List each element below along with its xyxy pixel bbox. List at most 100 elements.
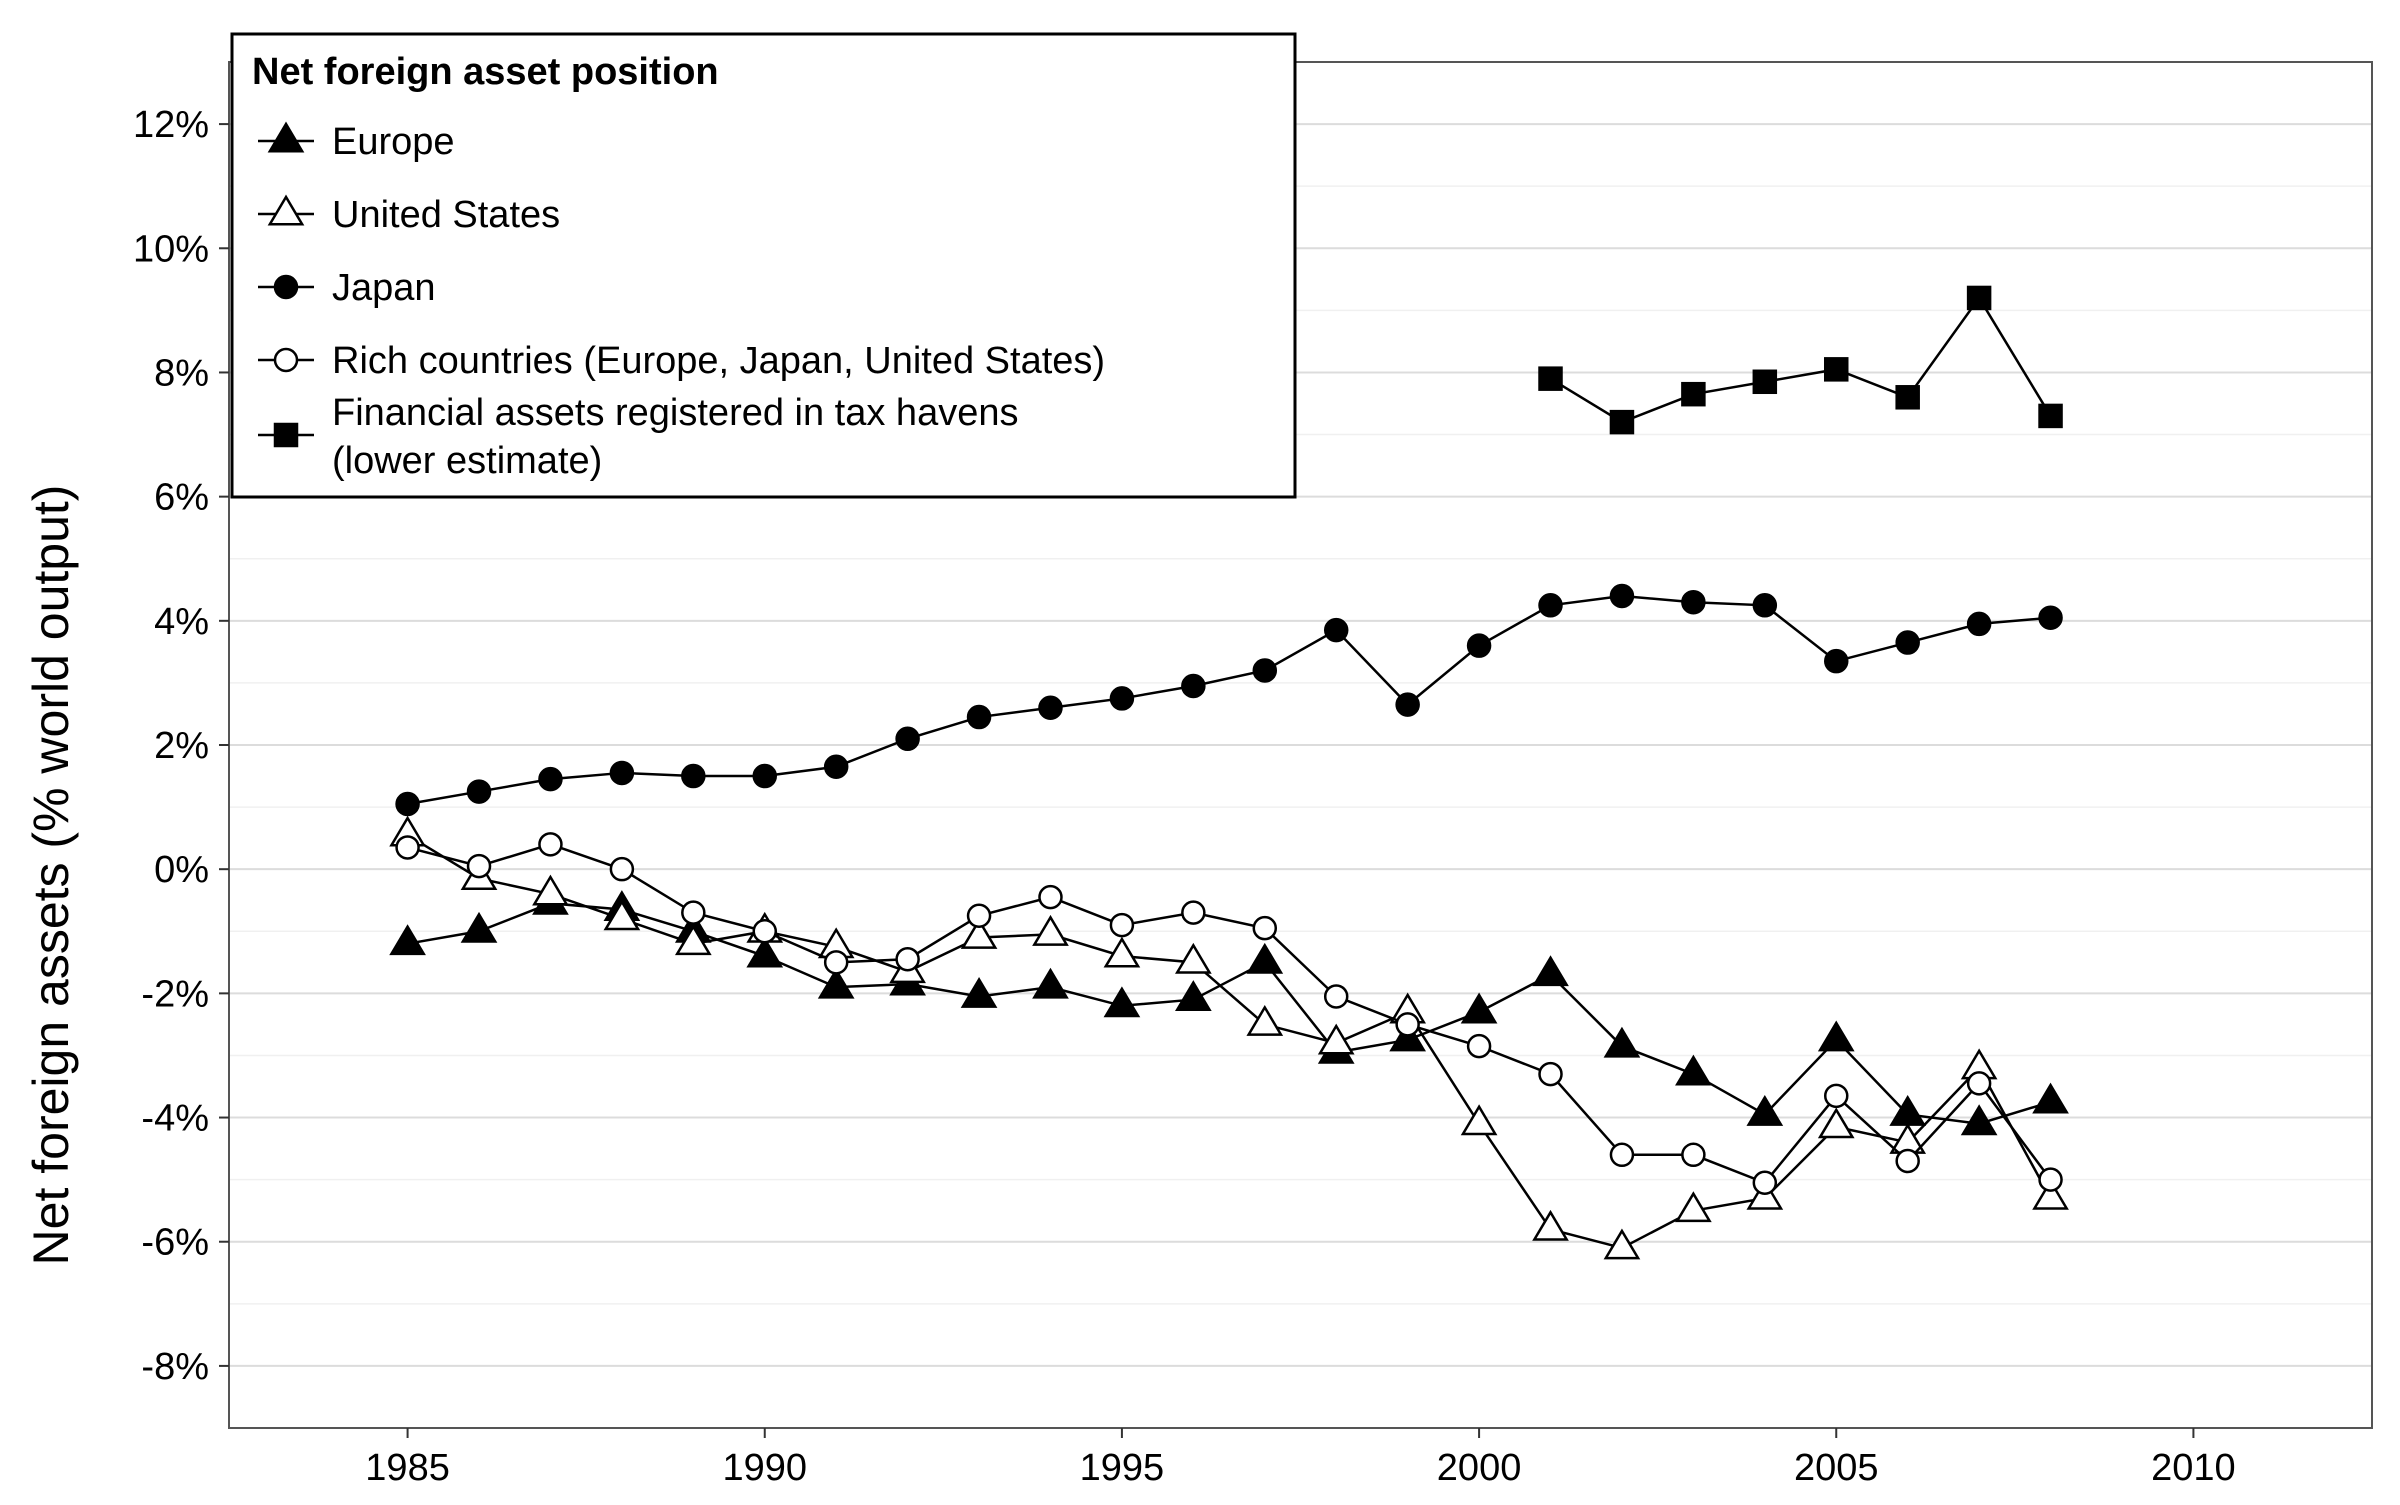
legend-marker [267, 121, 305, 153]
data-point [1895, 630, 1920, 655]
data-point [1175, 942, 1212, 974]
x-tick-label: 1990 [722, 1447, 807, 1489]
data-point [817, 967, 855, 999]
data-point [538, 766, 563, 792]
axes: 1985 1990 1995 2000 2005 2010 -8% -6% -4% -2% 0% 2%… [133, 104, 2236, 1489]
data-point [1032, 967, 1069, 999]
data-point [895, 726, 920, 752]
x-tick-label: 2010 [2151, 1447, 2236, 1489]
data-point [1895, 385, 1920, 410]
x-tick-label: 2000 [1437, 1447, 1522, 1489]
data-point [1032, 914, 1069, 946]
data-point [1103, 986, 1141, 1018]
legend-entry: Japan [258, 267, 436, 309]
series-line [407, 843, 2052, 1185]
data-point [1609, 1142, 1635, 1168]
data-point [1532, 1209, 1569, 1241]
data-point [1966, 1071, 1992, 1096]
data-point [532, 874, 569, 906]
data-point [1109, 686, 1135, 711]
x-tick-label: 2005 [1794, 1447, 1879, 1489]
data-point [466, 779, 492, 804]
data-point [1966, 285, 1992, 311]
data-point [1824, 357, 1849, 382]
data-point [1603, 1228, 1641, 1260]
data-point [1103, 936, 1141, 968]
data-point [681, 900, 706, 925]
data-point [466, 853, 492, 879]
data-point [1752, 369, 1778, 395]
data-point [1824, 1083, 1849, 1109]
data-point [1538, 1061, 1563, 1087]
data-point [966, 704, 992, 730]
legend-label: (lower estimate) [332, 440, 602, 482]
data-point [1966, 611, 1992, 637]
data-point [2038, 605, 2063, 630]
data-point [1323, 984, 1349, 1009]
data-point [1317, 1023, 1355, 1055]
data-point [395, 835, 420, 860]
data-point [895, 946, 920, 972]
data-point [1824, 648, 1849, 674]
legend-label: Europe [332, 121, 455, 163]
legend-box [230, 32, 1297, 499]
legend: Net foreign asset position Europe United … [230, 32, 1297, 499]
data-point [1532, 955, 1569, 987]
y-tick-label: 12% [133, 104, 209, 146]
series-0 [389, 883, 2069, 1136]
data-point [1246, 942, 1284, 974]
legend-marker [273, 274, 299, 300]
data-point [389, 924, 426, 956]
data-point [1609, 583, 1635, 609]
data-point [1246, 1004, 1284, 1036]
y-tick-label: 8% [154, 352, 209, 394]
data-point [1752, 593, 1778, 618]
series-4 [1538, 285, 2063, 435]
data-point [1681, 1142, 1706, 1168]
data-point [609, 760, 635, 786]
x-tick-label: 1995 [1080, 1447, 1165, 1489]
data-point [2038, 403, 2063, 429]
legend-entries: Europe United States Japan Rich countries (… [258, 121, 1105, 482]
data-point [1603, 1026, 1641, 1058]
data-point [1675, 1191, 1712, 1223]
y-tick-label: -6% [141, 1222, 209, 1264]
series-line [406, 833, 2052, 1250]
data-point [1395, 692, 1420, 717]
data-point [674, 924, 712, 956]
data-point [966, 903, 992, 928]
legend-entry: Financial assets registered in tax haven… [258, 392, 1018, 482]
data-point [2038, 1167, 2063, 1192]
x-tick-label: 1985 [365, 1447, 450, 1489]
y-tick-label: 10% [133, 228, 209, 270]
data-point [1109, 912, 1135, 938]
series-2 [395, 583, 2063, 817]
legend-label: Rich countries (Europe, Japan, United St… [332, 340, 1105, 382]
data-point [1817, 1020, 1855, 1052]
data-point [1466, 1033, 1492, 1059]
data-point [746, 936, 784, 968]
data-point [1752, 1170, 1778, 1195]
data-point [752, 919, 777, 944]
y-tick-label: -4% [141, 1098, 209, 1140]
data-point [395, 791, 420, 817]
data-point [1817, 1107, 1855, 1139]
data-point [2032, 1178, 2069, 1210]
data-point [1181, 900, 1206, 925]
data-point [681, 763, 706, 789]
legend-marker [273, 422, 299, 448]
data-point [823, 754, 849, 779]
data-point [960, 918, 998, 949]
y-tick-label: 0% [154, 849, 209, 891]
series-3 [395, 832, 2063, 1195]
legend-label: Financial assets registered in tax haven… [332, 392, 1018, 434]
data-point [460, 911, 498, 943]
data-point [2032, 1082, 2069, 1114]
y-axis-title: Net foreign assets (% world output) [23, 485, 79, 1266]
data-point [1960, 1104, 1998, 1136]
data-point [752, 763, 777, 789]
series-line [407, 902, 2051, 1126]
data-point [1895, 1148, 1920, 1174]
data-point [1395, 1012, 1420, 1037]
